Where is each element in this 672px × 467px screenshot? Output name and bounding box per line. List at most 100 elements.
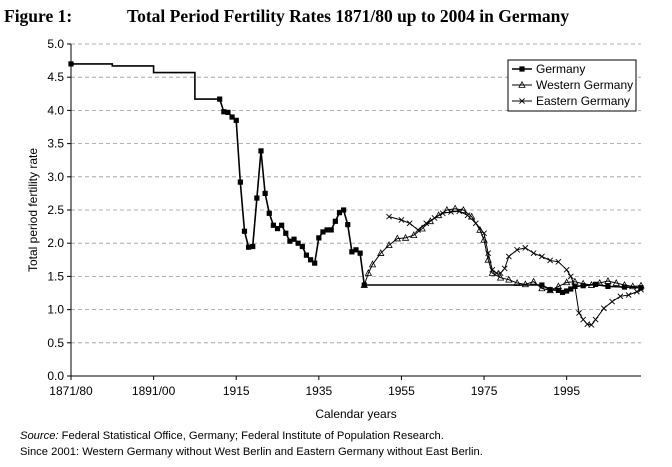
germany-point bbox=[254, 195, 260, 201]
y-tick-label: 0.5 bbox=[47, 336, 64, 350]
germany-point bbox=[233, 117, 239, 123]
eastern-germany-point bbox=[555, 258, 562, 265]
western-germany-point bbox=[368, 260, 377, 268]
source-label: Source: bbox=[20, 430, 59, 442]
eastern-germany-point bbox=[489, 266, 496, 273]
eastern-germany-point bbox=[576, 310, 582, 316]
germany-point bbox=[316, 235, 322, 241]
germany-point bbox=[568, 286, 574, 292]
germany-point bbox=[221, 109, 227, 115]
legend-marker-eastern-germany bbox=[519, 98, 525, 104]
western-germany-point bbox=[377, 249, 385, 256]
figure-title-text: Total Period Fertility Rates 1871/80 up … bbox=[127, 6, 570, 26]
germany-point bbox=[312, 260, 318, 266]
eastern-germany-point bbox=[514, 246, 521, 253]
eastern-germany-point bbox=[472, 220, 479, 227]
y-tick-label: 0.0 bbox=[47, 369, 64, 383]
germany-point bbox=[320, 229, 326, 235]
eastern-germany-point bbox=[563, 266, 570, 273]
eastern-germany-point bbox=[592, 316, 599, 323]
germany-point bbox=[225, 109, 231, 115]
x-tick-label: 1935 bbox=[305, 384, 332, 398]
germany-point bbox=[291, 236, 297, 242]
berlin-note: Since 2001: Western Germany without West… bbox=[20, 446, 483, 458]
eastern-germany-point bbox=[406, 220, 413, 227]
germany-point bbox=[345, 222, 351, 228]
source-note: Source: Federal Statistical Office, Germ… bbox=[20, 430, 444, 442]
legend-marker-western-germany bbox=[518, 80, 526, 88]
western-germany-point bbox=[364, 269, 373, 276]
source-text: Federal Statistical Office, Germany; Fed… bbox=[58, 430, 444, 442]
germany-point bbox=[217, 96, 223, 102]
germany-point bbox=[279, 222, 285, 228]
western-germany-point bbox=[571, 277, 579, 285]
eastern-germany-point bbox=[617, 293, 624, 300]
western-germany-point bbox=[401, 233, 410, 241]
eastern-germany-point bbox=[481, 230, 487, 237]
western-germany-point bbox=[637, 281, 645, 289]
eastern-germany-point bbox=[439, 210, 446, 217]
y-tick-label: 1.0 bbox=[47, 303, 64, 317]
germany-point bbox=[307, 257, 314, 263]
western-germany-point bbox=[360, 280, 368, 288]
eastern-germany-point bbox=[571, 283, 578, 290]
western-germany-point bbox=[385, 241, 393, 248]
western-germany-point bbox=[521, 280, 530, 288]
western-germany-point bbox=[587, 280, 596, 288]
western-germany-point bbox=[612, 278, 620, 286]
germany-point bbox=[341, 207, 347, 213]
germany-point bbox=[336, 210, 343, 216]
germany-point bbox=[270, 222, 276, 228]
eastern-germany-point bbox=[423, 220, 430, 227]
germany-point bbox=[559, 289, 566, 295]
germany-point bbox=[357, 250, 363, 256]
germany-point bbox=[547, 287, 553, 293]
eastern-germany-point bbox=[415, 227, 421, 233]
eastern-germany-point bbox=[485, 250, 492, 257]
western-germany-point bbox=[554, 282, 563, 290]
western-germany-point bbox=[513, 278, 521, 286]
y-tick-label: 2.0 bbox=[47, 236, 64, 250]
eastern-germany-point bbox=[600, 305, 607, 312]
germany-point bbox=[241, 228, 248, 234]
legend-label-germany: Germany bbox=[536, 62, 585, 76]
legend-label-eastern-germany: Eastern Germany bbox=[536, 94, 630, 108]
western-germany-point bbox=[459, 205, 468, 213]
x-tick-label: 1995 bbox=[553, 384, 580, 398]
germany-point bbox=[229, 114, 235, 120]
eastern-germany-point bbox=[505, 253, 512, 260]
germany-point bbox=[564, 288, 570, 294]
y-axis-label: Total period fertility rate bbox=[26, 148, 40, 272]
germany-point bbox=[328, 227, 334, 233]
eastern-germany-point bbox=[567, 273, 574, 280]
eastern-germany-point bbox=[538, 253, 545, 260]
western-germany-point bbox=[620, 280, 629, 288]
y-tick-label: 3.0 bbox=[47, 170, 64, 184]
western-germany-line bbox=[363, 208, 642, 291]
germany-point bbox=[324, 227, 330, 233]
germany-point bbox=[332, 218, 338, 224]
eastern-germany-point bbox=[431, 215, 438, 221]
germany-point bbox=[555, 287, 561, 293]
germany-point bbox=[353, 247, 359, 253]
western-germany-point bbox=[604, 277, 612, 284]
eastern-germany-point bbox=[398, 217, 405, 223]
germany-point bbox=[250, 243, 256, 250]
western-germany-point bbox=[538, 284, 546, 292]
germany-point bbox=[605, 283, 611, 289]
western-germany-point bbox=[596, 278, 604, 286]
eastern-germany-point bbox=[625, 292, 632, 298]
y-tick-label: 1.5 bbox=[47, 269, 64, 283]
western-germany-point bbox=[629, 282, 637, 290]
western-germany-point bbox=[546, 286, 554, 294]
eastern-germany-point bbox=[501, 265, 508, 272]
eastern-germany-point bbox=[609, 298, 616, 305]
figure-number: Figure 1: bbox=[4, 6, 73, 26]
western-germany-point bbox=[488, 269, 496, 276]
western-germany-point bbox=[529, 277, 538, 285]
eastern-germany-point bbox=[638, 286, 644, 293]
eastern-germany-point bbox=[580, 316, 587, 323]
eastern-germany-point bbox=[448, 209, 454, 215]
germany-point bbox=[68, 61, 74, 67]
eastern-germany-point bbox=[493, 270, 500, 276]
